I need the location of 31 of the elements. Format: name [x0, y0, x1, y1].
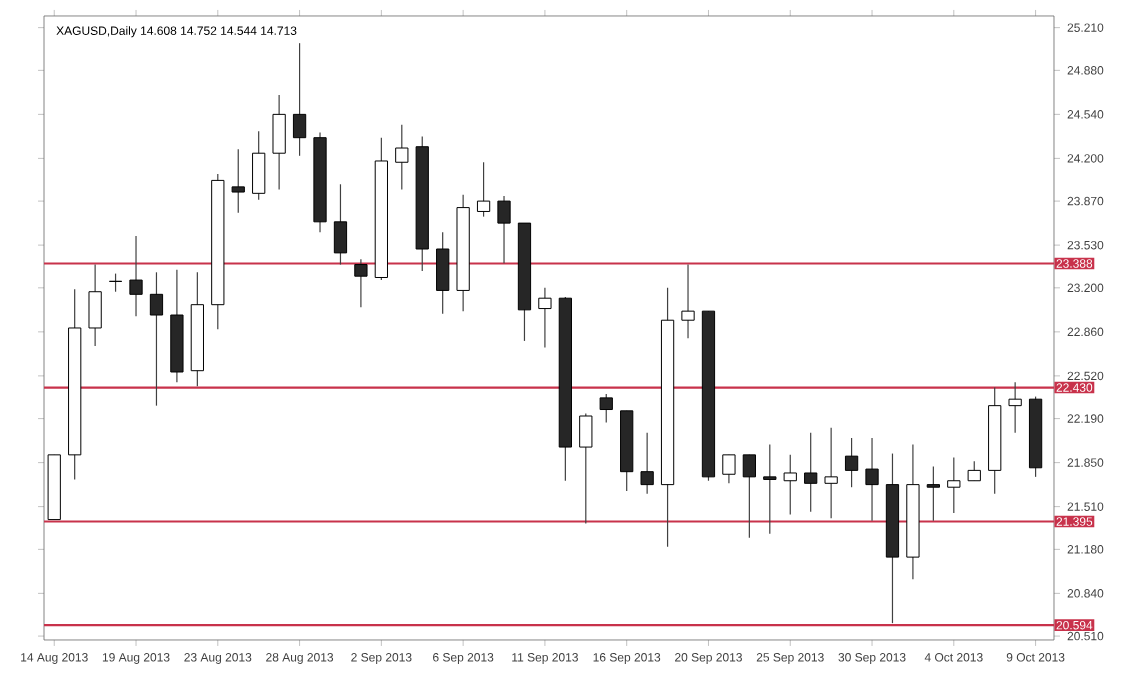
candlestick	[824, 427, 838, 519]
candlestick	[88, 263, 102, 347]
candlestick	[149, 271, 164, 407]
candlestick	[538, 287, 552, 348]
candlestick	[354, 258, 368, 308]
candlestick	[292, 42, 307, 157]
candlestick	[926, 465, 940, 522]
candlestick	[395, 124, 409, 191]
candlestick	[844, 437, 859, 488]
candlestick	[947, 456, 961, 514]
candlestick	[865, 437, 879, 522]
candlestick	[252, 130, 266, 201]
candlestick	[497, 195, 511, 264]
candlestick	[681, 263, 695, 339]
candlestick	[333, 183, 348, 266]
candlestick	[783, 454, 797, 515]
candlestick	[129, 235, 143, 317]
candlestick	[436, 231, 450, 315]
candlestick	[763, 443, 777, 535]
candlestick	[272, 94, 286, 191]
candlestick	[640, 432, 654, 495]
candlestick	[1008, 381, 1022, 434]
candlestick	[108, 273, 123, 293]
candlestick	[231, 148, 245, 214]
candlestick	[804, 432, 818, 513]
candlestick	[742, 454, 756, 539]
candlestick	[476, 161, 491, 218]
candlestick	[967, 460, 981, 482]
candlestick	[599, 393, 613, 424]
candlestick	[579, 412, 593, 525]
candlestick	[722, 454, 736, 484]
